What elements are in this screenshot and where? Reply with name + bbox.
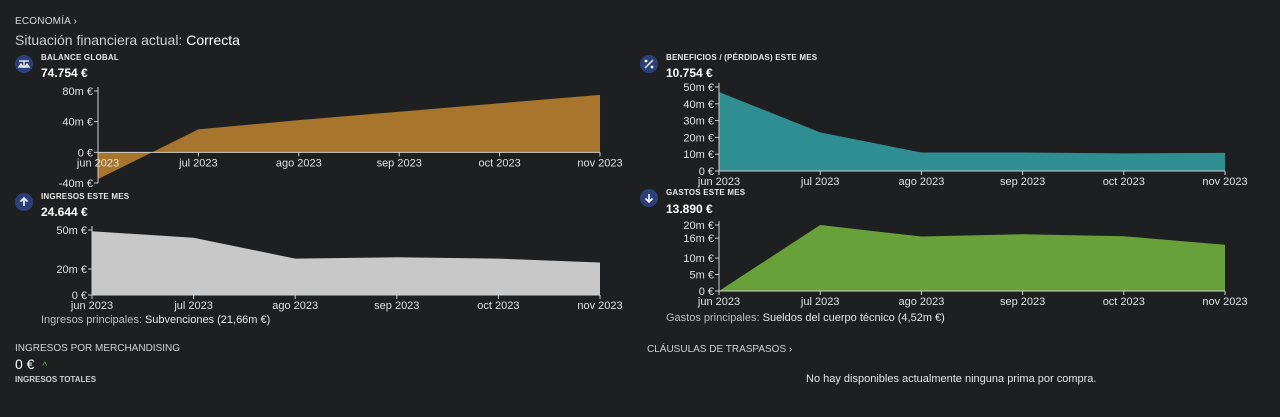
balance-x-tick-label: sep 2023 [377, 157, 422, 169]
profit-y-tick-label: 10m € [683, 149, 714, 161]
income-x-tick-label: oct 2023 [477, 300, 519, 312]
expenses-y-tick-label: 5m € [690, 270, 714, 282]
expenses-x-tick-label: jul 2023 [800, 296, 840, 308]
expenses-value: 13.890 € [666, 202, 713, 216]
income-note: Ingresos principales: Subvenciones (21,6… [41, 314, 270, 326]
balance-y-tick-label: 80m € [62, 86, 93, 98]
income-x-tick-label: nov 2023 [577, 300, 622, 312]
income-x-tick-label: ago 2023 [272, 300, 318, 312]
income-y-tick-label: 50m € [56, 225, 87, 237]
expenses-title: GASTOS ESTE MES [666, 188, 746, 197]
financial-status-value: Correcta [186, 32, 240, 48]
profit-y-tick-label: 30m € [683, 116, 714, 128]
expenses-note: Gastos principales: Sueldos del cuerpo t… [666, 312, 945, 324]
profit-y-tick-label: 40m € [683, 99, 714, 111]
income-y-tick-label: 20m € [56, 264, 87, 276]
expenses-y-tick-label: 20m € [683, 220, 714, 232]
profit-y-tick-label: 50m € [683, 82, 714, 94]
balance-area [98, 94, 600, 180]
balance-x-tick-label: jun 2023 [76, 157, 119, 169]
income-x-tick-label: sep 2023 [374, 300, 419, 312]
breadcrumb[interactable]: ECONOMÍA › [15, 16, 78, 27]
expenses-note-label: Gastos principales: [666, 312, 760, 324]
expenses-note-value: Sueldos del cuerpo técnico (4,52m €) [762, 312, 945, 324]
trend-up-icon: ^ [42, 361, 48, 372]
expenses-x-tick-label: oct 2023 [1103, 296, 1145, 308]
balance-value: 74.754 € [41, 66, 88, 80]
profit-title: BENEFICIOS / (PÉRDIDAS) ESTE MES [666, 53, 818, 62]
income-title: INGRESOS ESTE MES [41, 192, 130, 201]
profit-y-tick-label: 0 € [699, 166, 714, 178]
expenses-y-tick-label: 16m € [683, 233, 714, 245]
profit-x-tick-label: oct 2023 [1103, 176, 1145, 188]
income-x-tick-label: jun 2023 [70, 300, 113, 312]
balance-x-tick-label: nov 2023 [577, 157, 622, 169]
expenses-y-tick-label: 10m € [683, 253, 714, 265]
income-note-value: Subvenciones (21,66m €) [144, 314, 271, 326]
merch-value-row: 0 € ^ [15, 356, 47, 372]
financial-status-label: Situación financiera actual: [15, 32, 183, 48]
profit-x-tick-label: jul 2023 [800, 176, 840, 188]
balance-title: BALANCE GLOBAL [41, 53, 119, 62]
balance-icon [15, 55, 33, 73]
income-value: 24.644 € [41, 205, 88, 219]
percent-icon [640, 55, 658, 73]
profit-area [719, 92, 1225, 171]
expenses-x-tick-label: sep 2023 [1000, 296, 1045, 308]
profit-y-tick-label: 20m € [683, 132, 714, 144]
expenses-x-tick-label: nov 2023 [1202, 296, 1247, 308]
transfers-empty-message: No hay disponibles actualmente ninguna p… [806, 373, 1097, 385]
income-note-label: Ingresos principales: [41, 314, 142, 326]
balance-y-tick-label: -40m € [59, 178, 93, 190]
profit-x-tick-label: nov 2023 [1202, 176, 1247, 188]
profit-value: 10.754 € [666, 66, 713, 80]
profit-x-tick-label: ago 2023 [898, 176, 944, 188]
merch-title: INGRESOS POR MERCHANDISING [15, 343, 181, 354]
expenses-area [719, 225, 1225, 291]
income-area [92, 231, 600, 295]
expenses-y-tick-label: 0 € [699, 286, 714, 298]
arrow-down-icon [640, 189, 658, 207]
expenses-x-tick-label: jun 2023 [697, 296, 740, 308]
profit-x-tick-label: sep 2023 [1000, 176, 1045, 188]
balance-x-tick-label: oct 2023 [478, 157, 520, 169]
arrow-up-icon [15, 193, 33, 211]
financial-status: Situación financiera actual: Correcta [15, 32, 240, 48]
balance-y-tick-label: 0 € [78, 147, 93, 159]
income-y-tick-label: 0 € [72, 290, 87, 302]
profit-x-tick-label: jun 2023 [697, 176, 740, 188]
balance-y-tick-label: 40m € [62, 117, 93, 129]
balance-x-tick-label: ago 2023 [276, 157, 322, 169]
transfers-link[interactable]: CLÁUSULAS DE TRASPASOS › [647, 344, 793, 355]
balance-x-tick-label: jul 2023 [178, 157, 218, 169]
expenses-x-tick-label: ago 2023 [898, 296, 944, 308]
merch-subtitle: INGRESOS TOTALES [15, 375, 97, 384]
merch-value: 0 € [15, 356, 35, 372]
income-x-tick-label: jul 2023 [173, 300, 213, 312]
